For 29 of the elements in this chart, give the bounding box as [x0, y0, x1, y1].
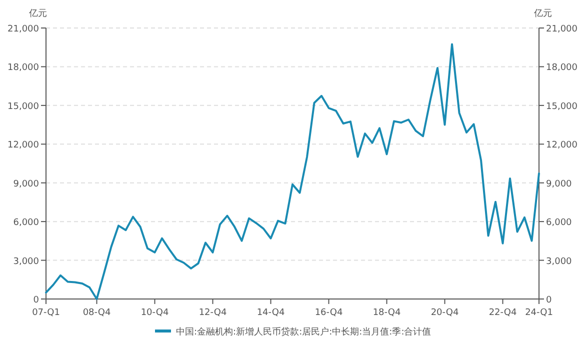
x-tick-label: 24-Q1 — [525, 308, 553, 318]
y2-tick-label: 12,000 — [546, 140, 578, 151]
y2-tick-label: 21,000 — [546, 24, 578, 34]
y2-axis-title: 亿元 — [533, 8, 552, 19]
y-tick-label: 0 — [33, 296, 40, 306]
y-axis-title: 亿元 — [28, 8, 47, 19]
y2-tick-label: 18,000 — [546, 63, 578, 74]
x-tick-label: 08-Q4 — [82, 308, 111, 318]
x-tick-label: 07-Q1 — [32, 308, 60, 318]
x-tick-label: 18-Q4 — [372, 308, 401, 318]
y-tick-label: 9,000 — [13, 179, 40, 190]
legend-label: 中国:金融机构:新增人民币贷款:居民户:中长期:当月值:季:合计值 — [176, 326, 432, 338]
x-tick-label: 22-Q4 — [488, 308, 517, 318]
x-tick-label: 14-Q4 — [256, 308, 285, 318]
y2-tick-label: 6,000 — [546, 218, 572, 228]
y-tick-label: 6,000 — [13, 218, 40, 228]
y-tick-label: 18,000 — [8, 63, 40, 74]
y2-tick-label: 0 — [546, 296, 552, 306]
x-tick-label: 16-Q4 — [314, 308, 343, 318]
y2-tick-label: 9,000 — [546, 179, 572, 190]
y-tick-label: 3,000 — [13, 256, 40, 267]
y2-tick-label: 3,000 — [546, 256, 572, 267]
y2-tick-label: 15,000 — [546, 102, 578, 112]
y-tick-label: 21,000 — [8, 24, 40, 34]
x-tick-label: 10-Q4 — [140, 308, 169, 318]
y-tick-label: 15,000 — [8, 102, 40, 112]
y-tick-label: 12,000 — [8, 140, 40, 151]
x-tick-label: 20-Q4 — [430, 308, 459, 318]
x-tick-label: 12-Q4 — [198, 308, 227, 318]
